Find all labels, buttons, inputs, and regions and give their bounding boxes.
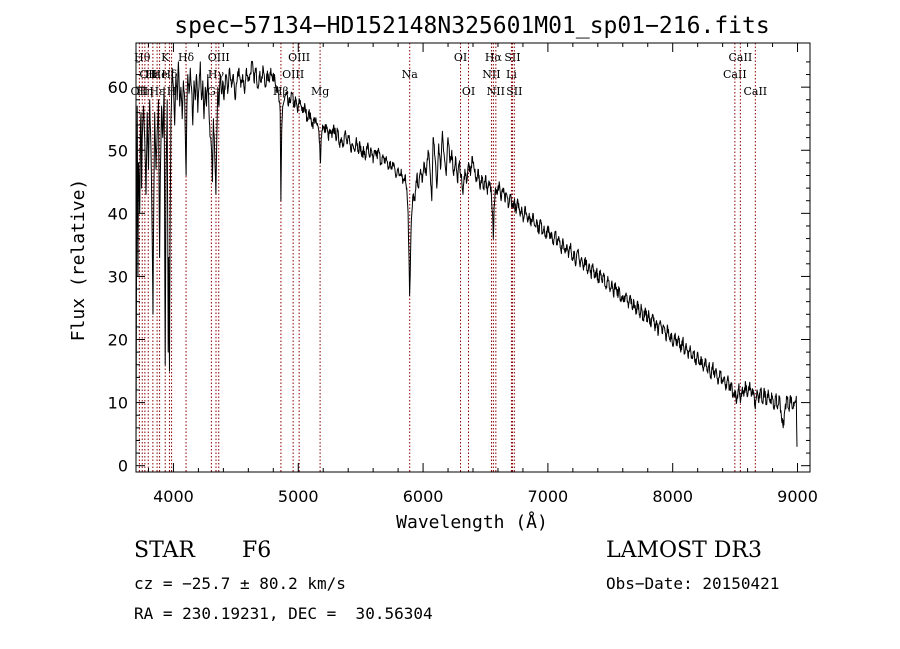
- object-class-label: STAR: [134, 538, 195, 563]
- marker-label-18: Na: [402, 68, 419, 81]
- y-tick-label-5: 50: [108, 141, 128, 160]
- axis-ticks: 4000 5000 6000 7000 8000 9000 0 10 20 30 40 50 60: [108, 43, 818, 506]
- spectral-line-markers: OIIHθHηOIIHεHεHeKHδHHδGHγOIIIHβOIIIOIIIM…: [131, 43, 767, 472]
- marker-label-16: OIII: [288, 51, 310, 64]
- marker-label-20: OI: [462, 85, 475, 98]
- marker-label-24: Li: [506, 68, 517, 81]
- marker-label-0: OII: [131, 85, 149, 98]
- marker-label-8: Hδ: [161, 68, 178, 81]
- survey-label: LAMOST DR3: [606, 538, 762, 563]
- chart-title: spec−57134−HD152148N325601M01_sp01−216.f…: [174, 13, 769, 39]
- x-tick-label-1: 5000: [278, 487, 319, 506]
- y-tick-label-3: 30: [108, 267, 128, 286]
- y-tick-label-0: 0: [118, 457, 128, 476]
- marker-label-5: Hε: [149, 85, 165, 98]
- marker-label-19: OI: [454, 51, 467, 64]
- x-tick-label-0: 4000: [153, 487, 194, 506]
- observation-date: Obs−Date: 20150421: [606, 574, 780, 593]
- marker-label-11: G: [207, 85, 216, 98]
- x-tick-label-4: 8000: [652, 487, 693, 506]
- marker-label-25: SII: [504, 51, 520, 64]
- marker-label-23: NII: [487, 85, 505, 98]
- marker-label-13: OIII: [208, 51, 230, 64]
- marker-label-12: Hγ: [208, 68, 225, 81]
- x-axis-label: Wavelength (Å): [396, 511, 548, 533]
- plot-frame: [135, 42, 811, 473]
- ra-dec-coordinates: RA = 230.19231, DEC = 30.56304: [134, 604, 433, 623]
- marker-label-7: K: [161, 51, 170, 64]
- y-axis-label: Flux (relative): [68, 179, 89, 342]
- marker-label-6: He: [152, 68, 168, 81]
- marker-label-1: Hθ: [134, 51, 151, 64]
- object-subclass-label: F6: [242, 538, 272, 563]
- y-tick-label-2: 20: [108, 331, 128, 350]
- marker-label-10: Hδ: [178, 51, 195, 64]
- x-tick-label-3: 7000: [528, 487, 569, 506]
- marker-label-28: CaII: [729, 51, 753, 64]
- marker-label-15: OIII: [282, 68, 304, 81]
- marker-label-21: NII: [482, 68, 500, 81]
- y-tick-label-4: 40: [108, 204, 128, 223]
- marker-label-26: SII: [506, 85, 522, 98]
- marker-label-29: CaII: [743, 85, 767, 98]
- flux-series-line: [135, 60, 798, 454]
- marker-label-17: Mg: [311, 85, 329, 98]
- y-tick-label-1: 10: [108, 394, 128, 413]
- marker-label-2: Hη: [137, 85, 153, 98]
- redshift-velocity: cz = −25.7 ± 80.2 km/s: [134, 574, 346, 593]
- x-tick-label-5: 9000: [777, 487, 818, 506]
- marker-label-27: CaII: [723, 68, 747, 81]
- marker-label-22: Hα: [485, 51, 503, 64]
- y-tick-label-6: 60: [108, 78, 128, 97]
- x-tick-label-2: 6000: [403, 487, 444, 506]
